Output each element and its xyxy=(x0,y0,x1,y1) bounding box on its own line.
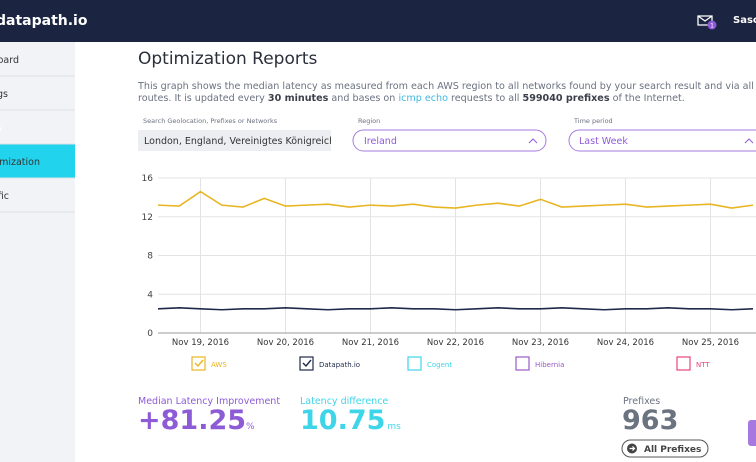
legend-check xyxy=(302,359,312,368)
y-tick-label: 12 xyxy=(142,213,153,223)
field-label: Time period xyxy=(573,117,613,125)
chevron xyxy=(744,138,754,144)
legend-checkbox[interactable] xyxy=(676,356,691,371)
stat-value: 963 xyxy=(622,405,678,436)
search-clip: London, England, Vereinigtes Königreich xyxy=(144,136,335,147)
description: routes. It is updated every 30 minutes a… xyxy=(138,93,685,104)
stat-value: +81.25% xyxy=(138,405,255,436)
sidebar-item[interactable]: Traffic xyxy=(0,191,9,202)
description: This graph shows the median latency as m… xyxy=(137,81,756,92)
text: 30 minutes xyxy=(268,93,329,104)
value: 10.75 xyxy=(300,405,385,436)
x-tick-label: Nov 21, 2016 xyxy=(342,338,399,348)
region-value: Ireland xyxy=(364,136,397,147)
field-label: Region xyxy=(358,117,380,125)
legend-label: Cogent xyxy=(427,361,452,369)
top-bar xyxy=(0,0,756,42)
legend-label: NTT xyxy=(696,361,710,369)
text: of the Internet. xyxy=(610,93,685,104)
legend-label: Hibernia xyxy=(535,361,564,369)
stat-label: Latency difference xyxy=(300,396,388,407)
stat-value: 10.75 ms xyxy=(300,405,401,436)
link[interactable]: icmp echo xyxy=(398,93,448,104)
sidebar-item[interactable]: Settings xyxy=(0,89,8,100)
user-name[interactable]: Sasch xyxy=(733,15,756,26)
sidebar xyxy=(0,42,75,462)
side-tab[interactable] xyxy=(748,420,756,446)
region-select[interactable] xyxy=(352,129,547,152)
notification-count: 1 xyxy=(710,23,714,30)
sidebar-item[interactable]: Optimization xyxy=(0,157,40,168)
all-prefixes-button[interactable] xyxy=(621,439,709,458)
unit: % xyxy=(246,422,255,432)
legend-label: Datapath.io xyxy=(319,361,360,369)
page-title: Optimization Reports xyxy=(138,49,318,69)
search-value: London, England, Vereinigtes Königreich xyxy=(144,136,335,147)
text: routes. It is updated every xyxy=(138,93,268,104)
y-tick-label: 4 xyxy=(147,290,153,300)
field-label: Search Geolocation, Prefixes or Networks xyxy=(143,117,278,125)
stat-label: Median Latency Improvement xyxy=(138,396,280,407)
chevron xyxy=(528,138,538,144)
text: and bases on xyxy=(328,93,398,104)
notification-icon[interactable]: 1 xyxy=(697,15,717,30)
legend-checkbox[interactable] xyxy=(299,356,314,371)
x-tick-label: Nov 22, 2016 xyxy=(427,338,484,348)
period-select[interactable] xyxy=(568,129,756,152)
series-line xyxy=(157,307,754,311)
legend-checkbox[interactable] xyxy=(515,356,530,371)
unit: ms xyxy=(387,422,401,432)
stat-label: Prefixes xyxy=(623,396,660,407)
value: +81.25 xyxy=(138,405,246,436)
x-tick-label: Nov 23, 2016 xyxy=(512,338,569,348)
x-tick-label: Nov 25, 2016 xyxy=(682,338,739,348)
text: 599040 prefixes xyxy=(523,93,610,104)
sidebar-item[interactable]: Reports xyxy=(0,123,2,134)
y-tick-label: 0 xyxy=(147,329,153,339)
plot-area xyxy=(157,190,754,311)
x-tick-label: Nov 19, 2016 xyxy=(172,338,229,348)
y-tick-label: 16 xyxy=(142,174,154,184)
search-input[interactable] xyxy=(138,130,331,151)
x-tick-label: Nov 20, 2016 xyxy=(257,338,314,348)
legend-checkbox[interactable] xyxy=(407,356,422,371)
x-tick-label: Nov 24, 2016 xyxy=(597,338,654,348)
sidebar-item-active[interactable] xyxy=(0,144,75,178)
legend-checkbox[interactable] xyxy=(191,356,206,371)
period-value: Last Week xyxy=(579,136,628,147)
sidebar-item[interactable]: Dashboard xyxy=(0,55,19,66)
logo[interactable]: datapath.io xyxy=(0,13,88,29)
legend-label: AWS xyxy=(211,361,227,369)
arrow-icon xyxy=(629,446,636,451)
button-label: All Prefixes xyxy=(644,445,701,455)
text: requests to all xyxy=(448,93,523,104)
y-tick-label: 8 xyxy=(147,252,153,262)
series-line xyxy=(157,190,754,209)
chart: 0 4 8 12 16 Nov 19, 2016 Nov 20, 2016 Nov 21, 2… xyxy=(142,174,756,371)
legend-check xyxy=(194,359,204,368)
